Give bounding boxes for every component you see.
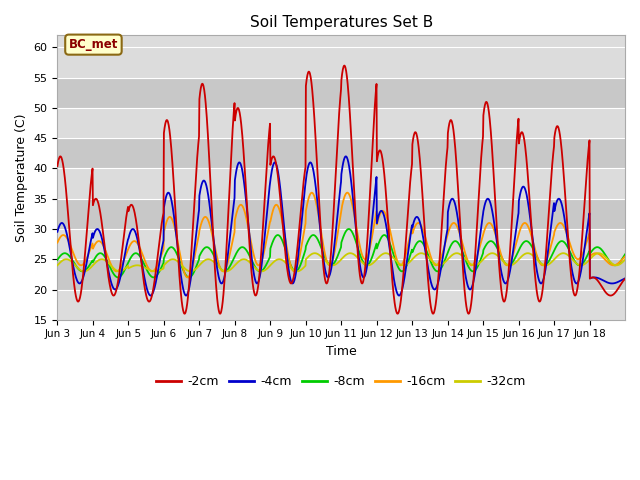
Bar bbox=[58, 48, 625, 78]
Text: BC_met: BC_met bbox=[68, 38, 118, 51]
Bar bbox=[58, 108, 625, 138]
Bar bbox=[58, 259, 625, 289]
Bar bbox=[58, 138, 625, 168]
X-axis label: Time: Time bbox=[326, 345, 356, 358]
Legend: -2cm, -4cm, -8cm, -16cm, -32cm: -2cm, -4cm, -8cm, -16cm, -32cm bbox=[152, 370, 531, 393]
Bar bbox=[58, 168, 625, 199]
Bar bbox=[58, 199, 625, 229]
Y-axis label: Soil Temperature (C): Soil Temperature (C) bbox=[15, 113, 28, 242]
Bar bbox=[58, 78, 625, 108]
Bar bbox=[58, 229, 625, 259]
Bar bbox=[58, 289, 625, 320]
Title: Soil Temperatures Set B: Soil Temperatures Set B bbox=[250, 15, 433, 30]
